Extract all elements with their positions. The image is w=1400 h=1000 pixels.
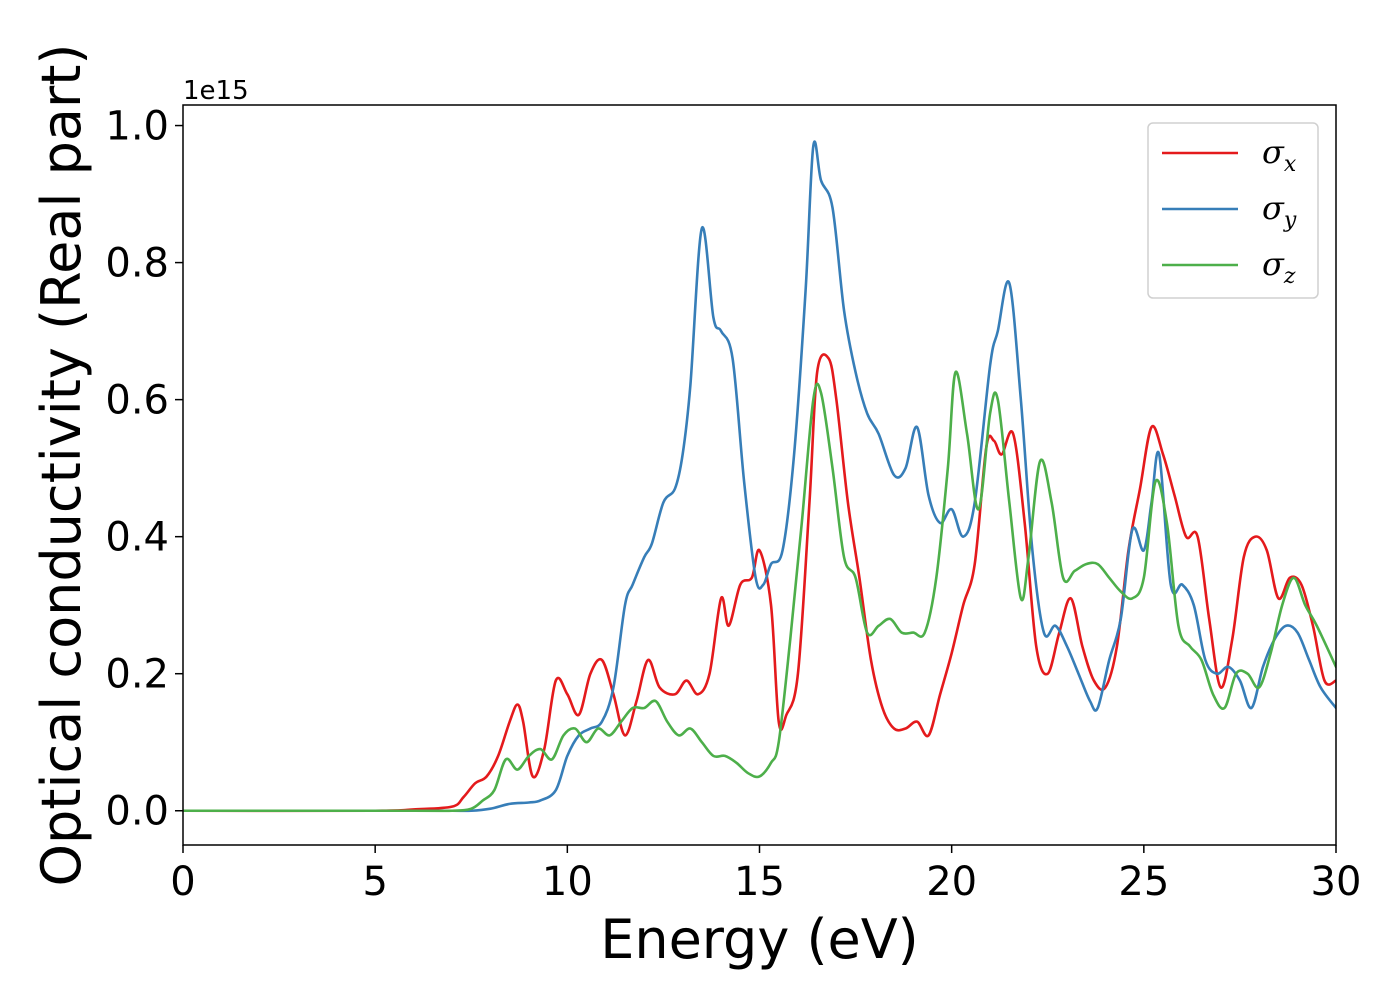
legend-label-sigma-y: σy: [1262, 189, 1297, 233]
y-tick-label: 1.0: [105, 104, 169, 150]
y-tick-label: 0.6: [105, 378, 169, 424]
y-axis-title: Optical conductivity (Real part): [30, 44, 93, 887]
legend-symbol: σ: [1262, 133, 1285, 171]
ticks-layer: 0 5 10 15 20 25 30 0.0 0.2 0.4 0.6 0.8 1.0: [105, 104, 1361, 905]
series-line-sigma-y: [183, 140, 1336, 813]
x-axis-title: Energy (eV): [600, 908, 919, 971]
y-tick-label: 0.0: [105, 789, 169, 835]
legend-label-sigma-x: σx: [1262, 133, 1297, 177]
x-tick-label: 30: [1311, 859, 1362, 905]
x-tick-label: 15: [734, 859, 785, 905]
x-tick-label: 10: [542, 859, 593, 905]
legend-subscript: z: [1283, 264, 1296, 289]
x-tick-label: 5: [362, 859, 387, 905]
legend-label-sigma-z: σz: [1262, 245, 1296, 289]
x-tick-label: 20: [926, 859, 977, 905]
series-layer: [183, 140, 1336, 813]
series-line-sigma-z: [183, 370, 1336, 813]
x-tick-label: 25: [1118, 859, 1169, 905]
legend-subscript: x: [1284, 152, 1297, 177]
x-tick-label: 0: [170, 859, 195, 905]
y-tick-label: 0.2: [105, 652, 169, 698]
y-tick-label: 0.4: [105, 515, 169, 561]
legend-box: [1147, 122, 1319, 299]
legend-symbol: σ: [1262, 245, 1285, 283]
series-line-sigma-x: [183, 353, 1336, 813]
y-offset-label: 1e15: [183, 76, 249, 106]
legend-subscript: y: [1283, 208, 1297, 233]
legend-symbol: σ: [1262, 189, 1285, 227]
y-tick-label: 0.8: [105, 241, 169, 287]
